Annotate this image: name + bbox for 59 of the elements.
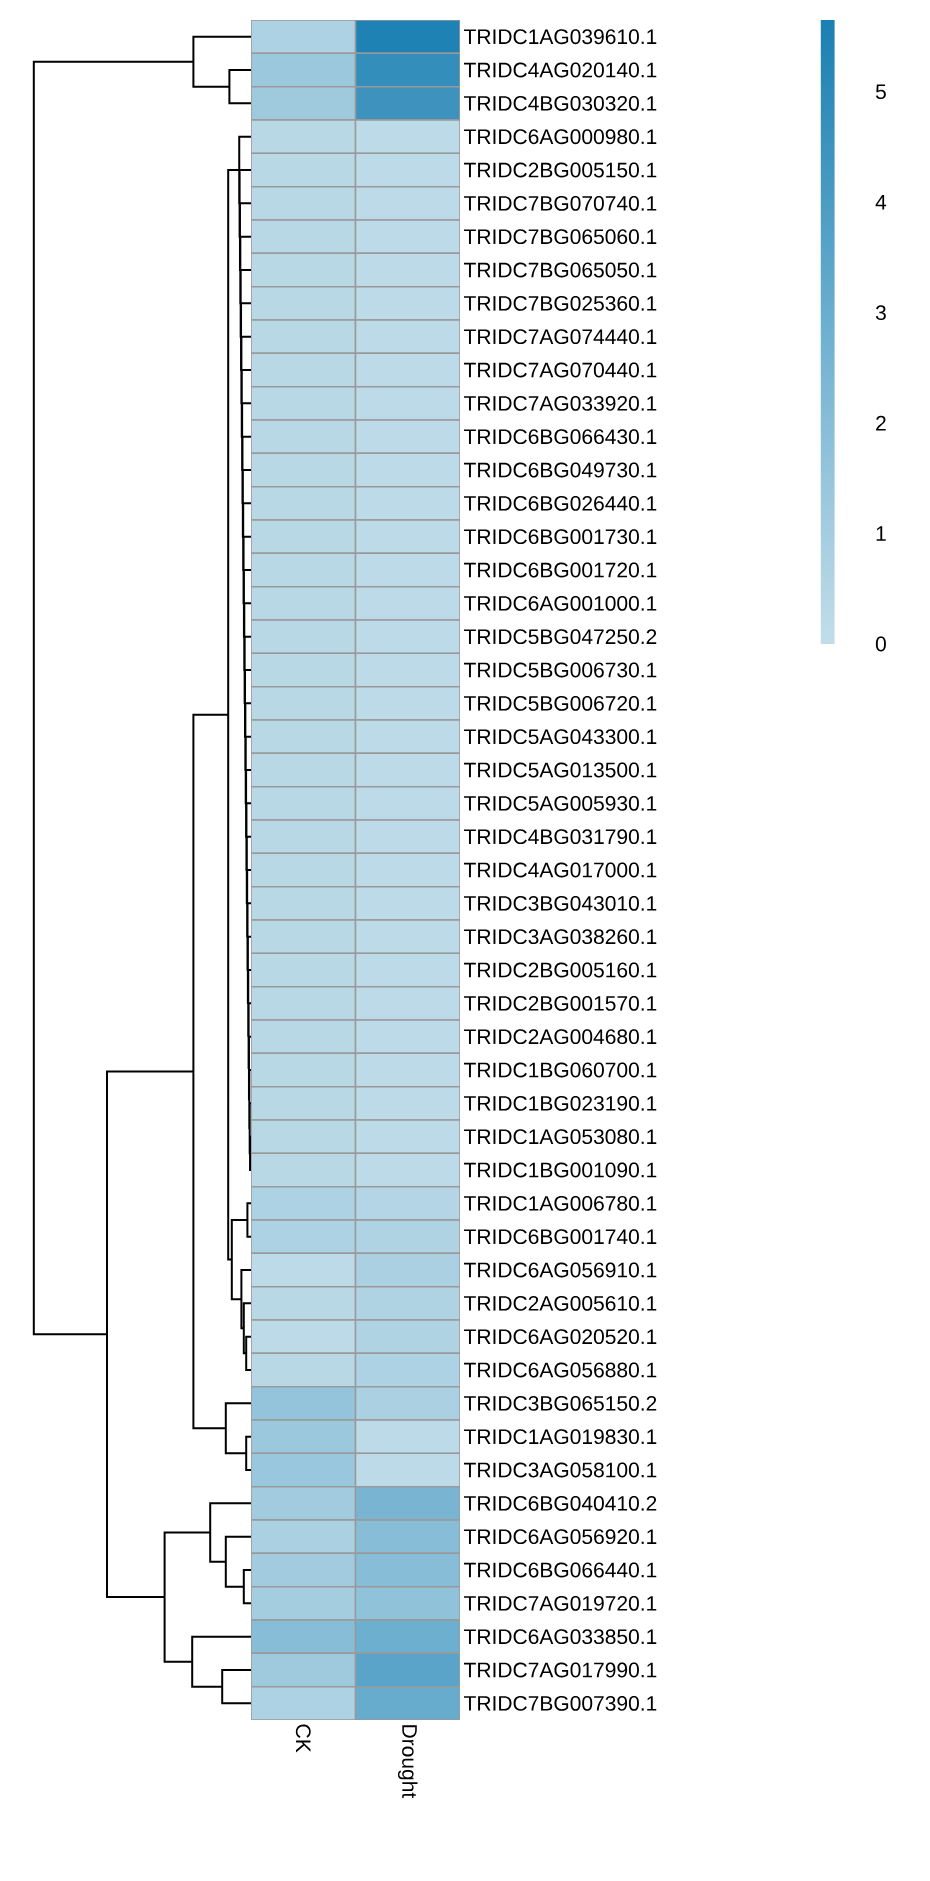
y-tick-label: TRIDC4AG020140.1: [464, 62, 657, 78]
y-tick-label: TRIDC7BG025360.1: [464, 295, 657, 311]
y-tick-label: TRIDC6BG026440.1: [464, 495, 657, 511]
y-tick-label: TRIDC6BG049730.1: [464, 462, 657, 478]
y-tick-label: TRIDC2AG004680.1: [464, 1029, 657, 1045]
y-tick-label: TRIDC6BG001740.1: [464, 1229, 657, 1245]
color-bar-label: 5: [875, 84, 886, 100]
y-tick-label: TRIDC5BG047250.2: [464, 629, 657, 645]
y-tick-label: TRIDC5AG043300.1: [464, 729, 657, 745]
color-bar-label: 2: [876, 415, 886, 431]
y-tick-label: TRIDC2AG005610.1: [464, 1295, 657, 1311]
y-tick-label: TRIDC7BG065060.1: [464, 229, 657, 245]
color-bar-label: 4: [875, 195, 887, 210]
y-tick-label: TRIDC1AG039610.1: [464, 29, 657, 45]
y-tick-label: TRIDC1BG023190.1: [464, 1095, 657, 1111]
y-tick-label: TRIDC5BG006730.1: [464, 662, 657, 678]
y-tick-label: TRIDC6AG001000.1: [464, 595, 657, 611]
y-tick-label: TRIDC6AG056910.1: [464, 1262, 657, 1278]
y-tick-label: TRIDC1BG001090.1: [464, 1162, 657, 1178]
y-tick-label: TRIDC2BG005150.1: [464, 162, 657, 178]
y-tick-label: TRIDC6AG020520.1: [464, 1329, 657, 1345]
y-tick-label: TRIDC5AG013500.1: [464, 762, 657, 778]
y-tick-label: TRIDC2BG005160.1: [464, 962, 657, 978]
y-tick-label: TRIDC3BG065150.2: [464, 1395, 657, 1411]
y-tick-label: TRIDC3AG058100.1: [464, 1462, 657, 1478]
y-tick-label: TRIDC1AG006780.1: [464, 1195, 657, 1211]
y-tick-label: TRIDC6BG001720.1: [464, 562, 657, 578]
x-tick-label: Drought: [397, 1725, 418, 1799]
y-tick-label: TRIDC6AG056880.1: [464, 1362, 657, 1378]
y-tick-label: TRIDC3AG038260.1: [464, 929, 657, 945]
y-tick-label: TRIDC6BG066440.1: [464, 1562, 657, 1578]
color-bar-label: 3: [875, 305, 886, 321]
y-tick-label: TRIDC7BG007390.1: [464, 1695, 657, 1711]
y-tick-label: TRIDC6BG040410.2: [464, 1495, 657, 1511]
y-tick-label: TRIDC4AG017000.1: [464, 862, 657, 878]
y-tick-label: TRIDC2BG001570.1: [464, 995, 657, 1011]
color-bar-label: 1: [876, 526, 886, 541]
y-tick-label: TRIDC4BG030320.1: [464, 95, 657, 111]
y-tick-label: TRIDC6AG033850.1: [464, 1629, 657, 1645]
y-tick-label: TRIDC6AG056920.1: [464, 1529, 657, 1545]
y-tick-label: TRIDC5AG005930.1: [464, 795, 657, 811]
y-tick-label: TRIDC7AG017990.1: [464, 1662, 657, 1678]
x-tick-label: CK: [295, 1724, 311, 1753]
y-tick-label: TRIDC3BG043010.1: [464, 895, 657, 911]
y-tick-label: TRIDC6AG000980.1: [464, 129, 657, 145]
y-tick-label: TRIDC6BG001730.1: [464, 529, 657, 545]
y-tick-label: TRIDC4BG031790.1: [464, 829, 657, 845]
y-tick-label: TRIDC7BG065050.1: [464, 262, 657, 278]
y-tick-label: TRIDC7AG019720.1: [464, 1595, 657, 1611]
y-tick-label: TRIDC6BG066430.1: [464, 429, 657, 445]
y-tick-label: TRIDC1BG060700.1: [464, 1062, 657, 1078]
y-tick-label: TRIDC1AG019830.1: [464, 1429, 657, 1445]
y-tick-label: TRIDC7BG070740.1: [464, 195, 657, 211]
color-bar-label: 0: [875, 636, 886, 652]
y-tick-label: TRIDC7AG033920.1: [464, 395, 657, 411]
y-tick-label: TRIDC5BG006720.1: [464, 695, 657, 711]
y-tick-label: TRIDC1AG053080.1: [464, 1129, 657, 1145]
y-tick-label: TRIDC7AG070440.1: [464, 362, 657, 378]
y-tick-label: TRIDC7AG074440.1: [464, 329, 657, 345]
